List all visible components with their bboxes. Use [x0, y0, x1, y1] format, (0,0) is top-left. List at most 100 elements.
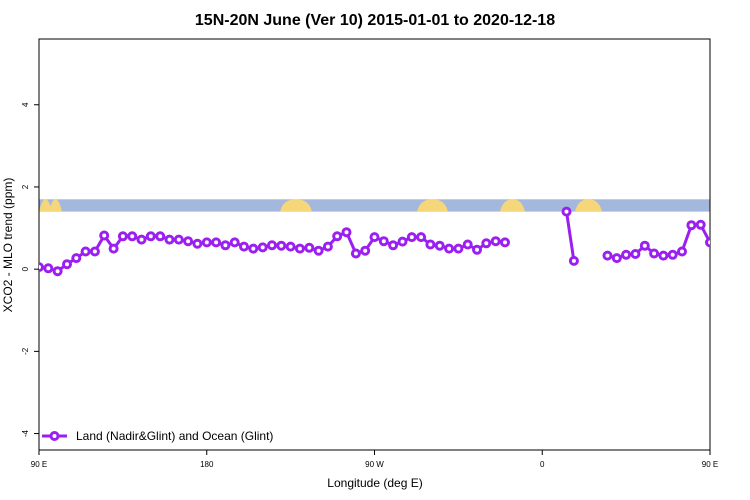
- data-point: [229, 237, 240, 248]
- data-point: [99, 230, 110, 241]
- ocean-band: [39, 199, 710, 212]
- legend-label: Land (Nadir&Glint) and Ocean (Glint): [76, 429, 273, 443]
- data-point: [173, 234, 184, 245]
- data-point: [705, 237, 710, 248]
- data-point: [472, 244, 482, 255]
- y-tick-label: -2: [21, 347, 30, 355]
- data-point: [630, 249, 641, 259]
- data-point: [716, 232, 723, 239]
- data-point: [322, 241, 333, 252]
- land-shape: [417, 199, 448, 212]
- data-point: [332, 231, 343, 242]
- data-point: [397, 236, 408, 247]
- data-point: [248, 243, 259, 254]
- data-point: [434, 240, 445, 251]
- data-point: [500, 237, 510, 248]
- data-point: [444, 243, 455, 254]
- x-tick-label: 90 E: [31, 460, 47, 469]
- data-point: [561, 206, 572, 217]
- land-shape: [49, 199, 62, 212]
- data-point: [490, 236, 501, 247]
- data-point: [406, 232, 417, 243]
- data-point: [667, 249, 678, 260]
- series-layer: [39, 206, 750, 279]
- y-axis-label: XCO2 - MLO trend (ppm): [1, 178, 15, 313]
- land-shape: [575, 199, 602, 212]
- land-shape: [500, 199, 525, 212]
- x-axis-label: Longitude (deg E): [327, 476, 422, 490]
- data-point: [267, 240, 277, 251]
- y-tick-label: -4: [21, 429, 30, 437]
- data-point: [164, 234, 175, 245]
- data-point: [89, 246, 100, 257]
- data-point: [735, 242, 742, 249]
- data-point: [621, 249, 632, 260]
- x-tick-label: 90 W: [365, 460, 384, 469]
- data-point: [276, 240, 287, 251]
- data-point: [639, 240, 650, 251]
- y-tick-label: 4: [21, 102, 30, 107]
- land-band: [39, 199, 710, 212]
- data-point: [416, 232, 427, 243]
- data-point: [145, 231, 156, 242]
- data-point: [71, 253, 82, 264]
- x-tick-label: 180: [200, 460, 214, 469]
- data-point: [649, 248, 660, 259]
- land-shape: [280, 199, 312, 212]
- data-point: [725, 272, 732, 279]
- data-point: [695, 219, 706, 230]
- legend: Land (Nadir&Glint) and Ocean (Glint): [42, 429, 273, 443]
- y-tick-label: 2: [21, 184, 30, 189]
- data-point: [117, 231, 128, 242]
- data-point: [52, 266, 63, 277]
- data-point: [62, 259, 72, 270]
- data-point: [39, 262, 44, 273]
- data-point: [360, 245, 371, 256]
- data-point: [294, 243, 305, 254]
- data-point: [211, 237, 222, 248]
- legend-marker: [49, 431, 60, 441]
- series-line: [565, 211, 576, 262]
- data-point: [425, 239, 436, 250]
- y-tick-label: 0: [21, 266, 30, 271]
- data-point: [108, 243, 119, 254]
- data-point: [350, 248, 361, 259]
- plot-frame: [38, 38, 711, 451]
- data-point: [378, 236, 389, 247]
- data-point: [677, 246, 687, 257]
- data-point: [611, 253, 622, 264]
- data-point: [658, 250, 669, 261]
- data-point: [192, 238, 203, 249]
- x-tick-label: 90 E: [702, 460, 718, 469]
- x-tick-label: 0: [540, 460, 545, 469]
- data-point: [602, 250, 613, 261]
- data-point: [453, 243, 464, 254]
- data-point: [304, 242, 315, 253]
- data-point: [388, 240, 399, 251]
- data-point: [744, 264, 750, 271]
- data-point: [43, 263, 54, 274]
- data-point: [155, 231, 166, 242]
- data-point: [481, 238, 492, 249]
- data-point: [285, 241, 296, 252]
- data-point: [220, 240, 231, 251]
- x-axis: 90 E 180 90 W 0 90 E: [31, 450, 718, 469]
- series-line: [39, 230, 506, 273]
- land-shape: [39, 199, 52, 212]
- chart-title: 15N-20N June (Ver 10) 2015-01-01 to 2020…: [195, 12, 555, 29]
- y-axis: -4 -2 0 2 4: [21, 102, 39, 437]
- land-shapes: [39, 199, 602, 212]
- data-point: [127, 231, 138, 242]
- data-point: [313, 245, 324, 256]
- data-point: [136, 234, 147, 245]
- data-point: [183, 236, 194, 247]
- data-point: [239, 241, 249, 252]
- data-point: [257, 242, 268, 253]
- data-point: [369, 232, 380, 243]
- data-point: [568, 255, 579, 266]
- data-point: [462, 239, 473, 250]
- data-point: [341, 227, 352, 238]
- data-point: [201, 237, 212, 248]
- data-point: [80, 246, 91, 257]
